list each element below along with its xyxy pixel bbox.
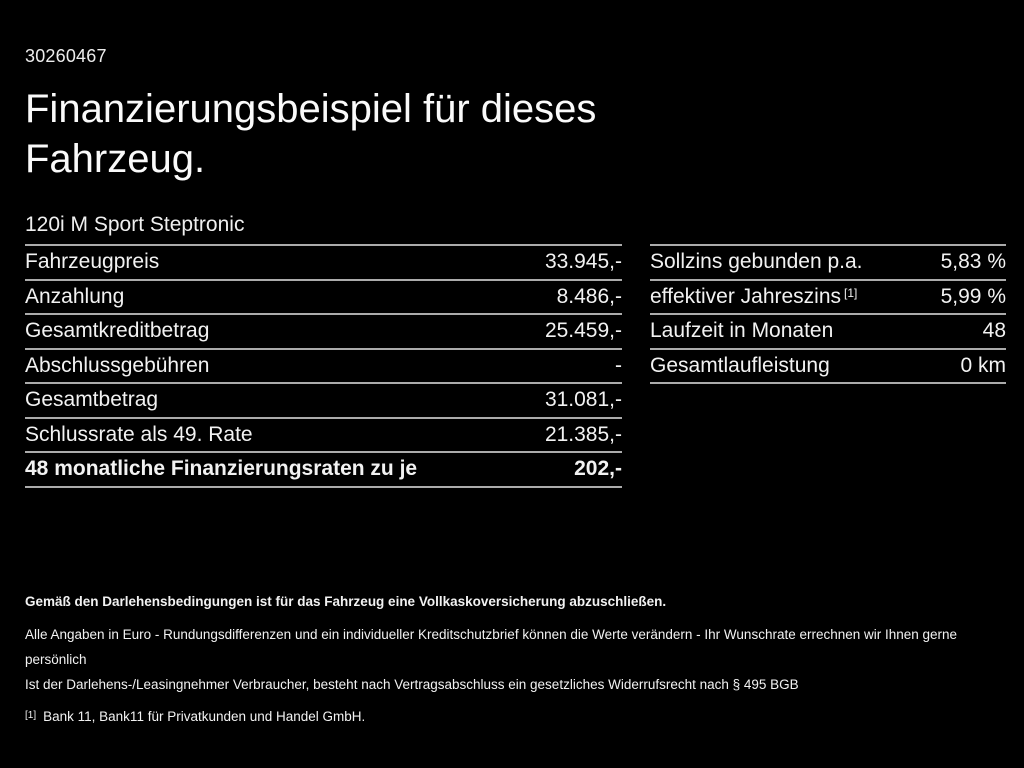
financing-tables: Fahrzeugpreis 33.945,- Anzahlung 8.486,-…	[25, 244, 1024, 488]
financing-table-right: Sollzins gebunden p.a. 5,83 % effektiver…	[650, 244, 1006, 384]
vehicle-model-subtitle: 120i M Sport Steptronic	[25, 213, 245, 236]
financing-sheet: 30260467 Finanzierungsbeispiel für diese…	[25, 46, 1024, 488]
row-value: 8.486,-	[556, 284, 622, 308]
table-row-schlussrate: Schlussrate als 49. Rate 21.385,-	[25, 416, 622, 452]
row-label: Schlussrate als 49. Rate	[25, 422, 253, 446]
footnote-marker: [1]	[25, 710, 37, 721]
table-row-gesamtkreditbetrag: Gesamtkreditbetrag 25.459,-	[25, 313, 622, 348]
table-row-effektiver-jahreszins: effektiver Jahreszins [1] 5,99 %	[650, 278, 1006, 314]
row-value: 48	[982, 319, 1006, 343]
table-row-abschlussgebuehren: Abschlussgebühren -	[25, 347, 622, 383]
table-row-anzahlung: Anzahlung 8.486,-	[25, 278, 622, 314]
disclaimer-line-1: Alle Angaben in Euro - Rundungsdifferenz…	[25, 627, 958, 667]
table-row-monatsraten: 48 monatliche Finanzierungsraten zu je 2…	[25, 451, 622, 486]
row-label: effektiver Jahreszins	[650, 284, 842, 308]
row-label: Fahrzeugpreis	[25, 250, 160, 274]
table-row-gesamtlaufleistung: Gesamtlaufleistung 0 km	[650, 347, 1006, 383]
page-title: Finanzierungsbeispiel für dieses Fahrzeu…	[25, 87, 597, 181]
row-value: 0 km	[960, 353, 1006, 377]
row-value: -	[615, 353, 622, 377]
financing-table-left: Fahrzeugpreis 33.945,- Anzahlung 8.486,-…	[25, 244, 622, 488]
footer-disclaimers: Gemäß den Darlehensbedingungen ist für d…	[25, 594, 990, 724]
table-row-sollzins: Sollzins gebunden p.a. 5,83 %	[650, 244, 1006, 279]
insurance-note: Gemäß den Darlehensbedingungen ist für d…	[25, 594, 667, 609]
footnote-text: Bank 11, Bank11 für Privatkunden und Han…	[43, 709, 366, 724]
row-value: 202,-	[574, 457, 622, 481]
row-value: 5,83 %	[940, 250, 1006, 274]
row-label: Abschlussgebühren	[25, 353, 210, 377]
row-value: 33.945,-	[544, 250, 622, 274]
row-label: Gesamtbetrag	[25, 388, 159, 412]
footnote-ref: [1]	[844, 285, 858, 300]
table-row-laufzeit: Laufzeit in Monaten 48	[650, 313, 1006, 348]
row-value: 31.081,-	[544, 388, 622, 412]
row-value: 25.459,-	[544, 319, 622, 343]
table-row-fahrzeugpreis: Fahrzeugpreis 33.945,-	[25, 244, 622, 279]
row-value: 21.385,-	[544, 422, 622, 446]
footnote: [1] Bank 11, Bank11 für Privatkunden und …	[25, 709, 990, 724]
row-label: Gesamtkreditbetrag	[25, 319, 210, 343]
row-value: 5,99 %	[940, 284, 1006, 308]
table-row-gesamtbetrag: Gesamtbetrag 31.081,-	[25, 382, 622, 417]
row-label: 48 monatliche Finanzierungsraten zu je	[25, 457, 418, 481]
row-label: Sollzins gebunden p.a.	[650, 250, 863, 274]
disclaimer-line-2: Ist der Darlehens-/Leasingnehmer Verbrau…	[25, 677, 799, 692]
doc-number: 30260467	[25, 46, 107, 66]
row-label: Anzahlung	[25, 284, 125, 308]
row-label: Gesamtlaufleistung	[650, 353, 830, 377]
row-label: Laufzeit in Monaten	[650, 319, 834, 343]
